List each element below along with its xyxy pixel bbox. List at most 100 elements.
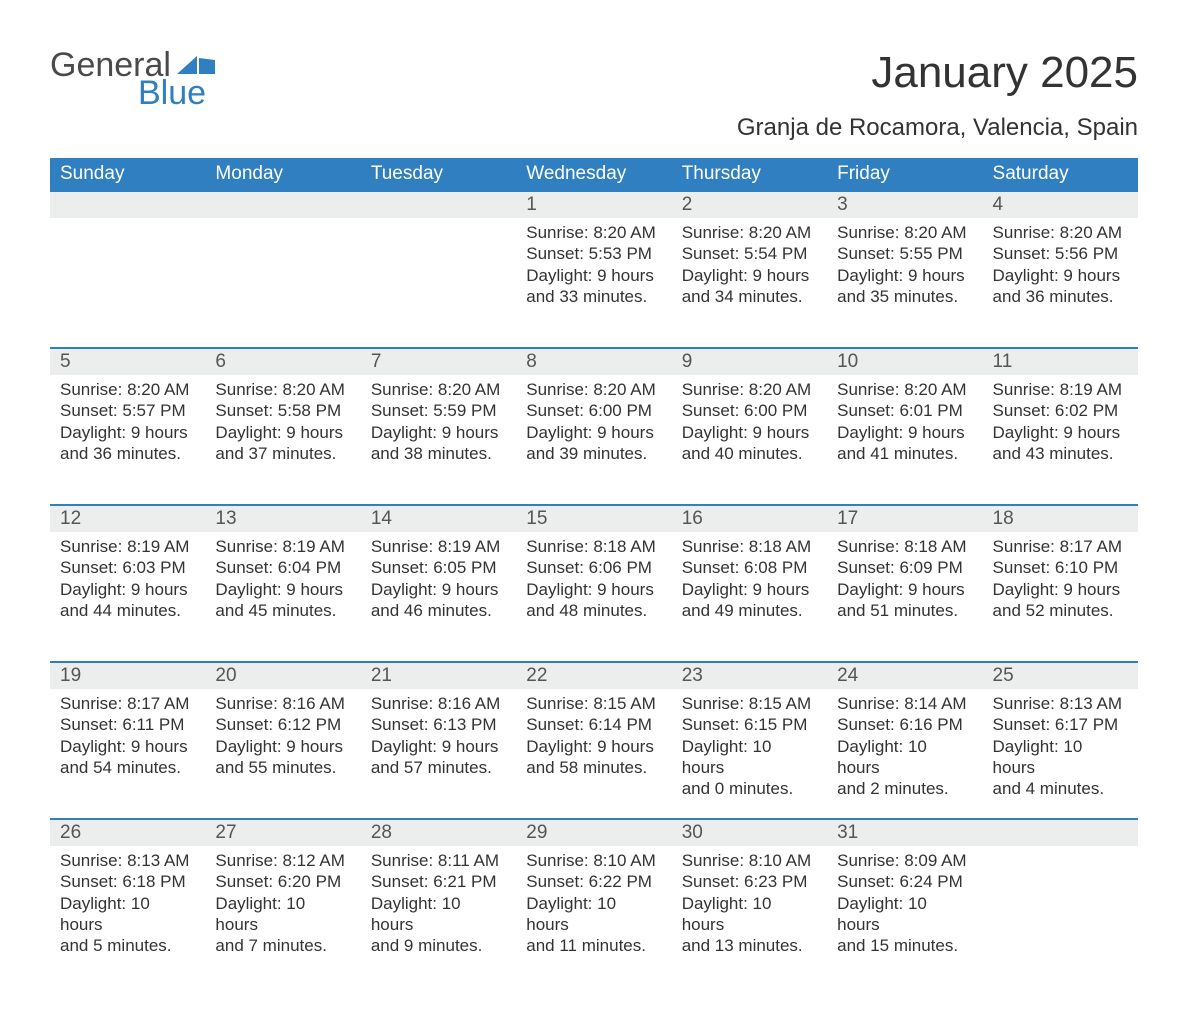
day-ss: Sunset: 6:14 PM [526, 714, 661, 735]
day-ss: Sunset: 6:00 PM [682, 400, 817, 421]
day-number: 25 [983, 662, 1138, 689]
empty-cell [983, 819, 1138, 846]
day-d1: Daylight: 9 hours [371, 579, 506, 600]
day-sr: Sunrise: 8:20 AM [837, 222, 972, 243]
day-d2: and 0 minutes. [682, 778, 817, 799]
day-d1: Daylight: 9 hours [60, 579, 195, 600]
page-title: January 2025 [871, 48, 1138, 98]
day-d1: Daylight: 9 hours [60, 422, 195, 443]
day-d2: and 46 minutes. [371, 600, 506, 621]
day-sr: Sunrise: 8:20 AM [60, 379, 195, 400]
day-d1: Daylight: 9 hours [837, 579, 972, 600]
day-sr: Sunrise: 8:20 AM [215, 379, 350, 400]
weekday-header: Friday [827, 158, 982, 191]
day-d1: Daylight: 9 hours [682, 265, 817, 286]
day-ss: Sunset: 6:09 PM [837, 557, 972, 578]
day-d2: and 36 minutes. [993, 286, 1128, 307]
day-d2: and 40 minutes. [682, 443, 817, 464]
day-ss: Sunset: 6:11 PM [60, 714, 195, 735]
day-sr: Sunrise: 8:17 AM [60, 693, 195, 714]
day-d1: Daylight: 9 hours [682, 422, 817, 443]
day-sr: Sunrise: 8:20 AM [371, 379, 506, 400]
day-ss: Sunset: 5:56 PM [993, 243, 1128, 264]
day-number: 22 [516, 662, 671, 689]
day-d2: and 57 minutes. [371, 757, 506, 778]
day-ss: Sunset: 6:12 PM [215, 714, 350, 735]
day-number: 16 [672, 505, 827, 532]
day-sr: Sunrise: 8:13 AM [993, 693, 1128, 714]
daynum-row: 262728293031 [50, 819, 1138, 846]
day-ss: Sunset: 6:04 PM [215, 557, 350, 578]
day-details: Sunrise: 8:20 AMSunset: 5:57 PMDaylight:… [50, 375, 205, 505]
day-details: Sunrise: 8:13 AMSunset: 6:17 PMDaylight:… [983, 689, 1138, 819]
day-ss: Sunset: 6:00 PM [526, 400, 661, 421]
day-d1: Daylight: 9 hours [526, 265, 661, 286]
day-sr: Sunrise: 8:20 AM [526, 222, 661, 243]
day-ss: Sunset: 5:53 PM [526, 243, 661, 264]
day-ss: Sunset: 5:55 PM [837, 243, 972, 264]
day-ss: Sunset: 6:18 PM [60, 871, 195, 892]
day-details: Sunrise: 8:19 AMSunset: 6:03 PMDaylight:… [50, 532, 205, 662]
day-sr: Sunrise: 8:18 AM [526, 536, 661, 557]
day-details: Sunrise: 8:15 AMSunset: 6:14 PMDaylight:… [516, 689, 671, 819]
empty-cell [50, 191, 205, 218]
day-details: Sunrise: 8:09 AMSunset: 6:24 PMDaylight:… [827, 846, 982, 976]
day-ss: Sunset: 6:16 PM [837, 714, 972, 735]
day-d1: Daylight: 9 hours [837, 422, 972, 443]
day-sr: Sunrise: 8:14 AM [837, 693, 972, 714]
day-details: Sunrise: 8:17 AMSunset: 6:11 PMDaylight:… [50, 689, 205, 819]
daynum-row: 1234 [50, 191, 1138, 218]
day-sr: Sunrise: 8:19 AM [993, 379, 1128, 400]
day-d2: and 55 minutes. [215, 757, 350, 778]
day-d1: Daylight: 9 hours [60, 736, 195, 757]
day-d2: and 58 minutes. [526, 757, 661, 778]
day-details: Sunrise: 8:13 AMSunset: 6:18 PMDaylight:… [50, 846, 205, 976]
detail-row: Sunrise: 8:17 AMSunset: 6:11 PMDaylight:… [50, 689, 1138, 819]
day-d2: and 54 minutes. [60, 757, 195, 778]
day-ss: Sunset: 6:03 PM [60, 557, 195, 578]
day-ss: Sunset: 6:02 PM [993, 400, 1128, 421]
day-d1: Daylight: 9 hours [993, 422, 1128, 443]
day-d1: Daylight: 10 hours [837, 893, 972, 936]
brand-logo: General Blue [50, 48, 215, 110]
day-sr: Sunrise: 8:20 AM [682, 379, 817, 400]
day-sr: Sunrise: 8:20 AM [682, 222, 817, 243]
weekday-header: Tuesday [361, 158, 516, 191]
day-number: 1 [516, 191, 671, 218]
day-number: 5 [50, 348, 205, 375]
day-number: 6 [205, 348, 360, 375]
day-d2: and 13 minutes. [682, 935, 817, 956]
day-sr: Sunrise: 8:16 AM [215, 693, 350, 714]
day-d1: Daylight: 10 hours [837, 736, 972, 779]
day-number: 11 [983, 348, 1138, 375]
day-d1: Daylight: 9 hours [215, 736, 350, 757]
day-d2: and 48 minutes. [526, 600, 661, 621]
day-d1: Daylight: 9 hours [993, 265, 1128, 286]
day-number: 23 [672, 662, 827, 689]
day-ss: Sunset: 6:15 PM [682, 714, 817, 735]
day-ss: Sunset: 6:22 PM [526, 871, 661, 892]
day-number: 18 [983, 505, 1138, 532]
day-ss: Sunset: 6:17 PM [993, 714, 1128, 735]
day-sr: Sunrise: 8:18 AM [682, 536, 817, 557]
day-number: 15 [516, 505, 671, 532]
day-sr: Sunrise: 8:20 AM [993, 222, 1128, 243]
day-details: Sunrise: 8:20 AMSunset: 5:59 PMDaylight:… [361, 375, 516, 505]
day-details: Sunrise: 8:19 AMSunset: 6:04 PMDaylight:… [205, 532, 360, 662]
brand-word2: Blue [50, 76, 215, 110]
day-details: Sunrise: 8:20 AMSunset: 6:00 PMDaylight:… [516, 375, 671, 505]
day-ss: Sunset: 5:58 PM [215, 400, 350, 421]
day-d1: Daylight: 10 hours [993, 736, 1128, 779]
day-d2: and 5 minutes. [60, 935, 195, 956]
day-sr: Sunrise: 8:12 AM [215, 850, 350, 871]
day-number: 4 [983, 191, 1138, 218]
day-sr: Sunrise: 8:11 AM [371, 850, 506, 871]
empty-cell [205, 191, 360, 218]
day-sr: Sunrise: 8:19 AM [371, 536, 506, 557]
daynum-row: 19202122232425 [50, 662, 1138, 689]
day-number: 21 [361, 662, 516, 689]
day-d1: Daylight: 9 hours [526, 736, 661, 757]
day-ss: Sunset: 6:24 PM [837, 871, 972, 892]
day-d2: and 38 minutes. [371, 443, 506, 464]
day-d1: Daylight: 10 hours [526, 893, 661, 936]
